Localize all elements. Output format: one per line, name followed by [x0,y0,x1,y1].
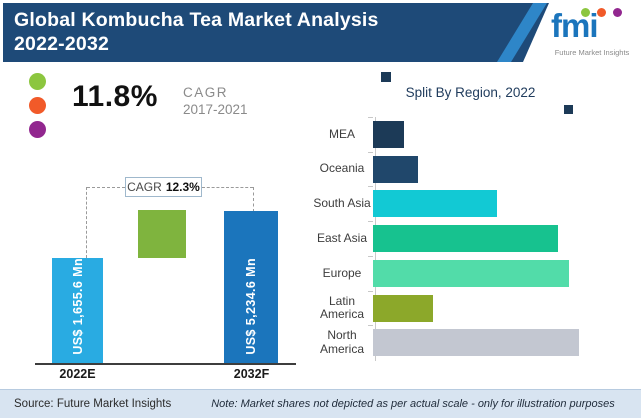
footer: Source: Future Market Insights Note: Mar… [0,389,641,418]
cagr-annotation-label: CAGR [127,180,162,194]
note-text: Note: Market shares not depicted as per … [211,398,615,410]
region-bar-cell [368,221,638,253]
dashed-connector [253,187,254,212]
kpi-dot-icon [29,73,46,90]
x-label-2022e: 2022E [59,367,96,381]
region-row: MEA [313,116,638,152]
bar-2022e-value-label: US$ 1,655.6 Mn [70,258,85,355]
region-row: Oceania [313,151,638,187]
source-text: Source: Future Market Insights [14,398,172,410]
region-bar-cell [368,325,638,357]
region-bar-cell [368,255,638,287]
region-bar [373,329,579,357]
decorative-green-square [138,210,186,258]
logo-balloon-icon [581,8,590,17]
kpi-period: 2017-2021 [183,102,248,117]
cagr-annotation: CAGR 12.3% [125,177,202,197]
region-label: Oceania [319,161,365,176]
region-row: South Asia [313,186,638,222]
region-label: Europe [322,265,362,280]
logo-tagline: Future Market Insights [554,48,630,57]
header: Global Kombucha Tea Market Analysis 2022… [3,3,641,62]
bar-2032f: US$ 5,234.6 Mn [224,211,278,363]
logo-balloon-icon [613,8,622,17]
logo-balloon-icon [597,8,606,17]
region-bar-cell [368,151,638,183]
logo-balloons [581,8,622,17]
bar-2022e: US$ 1,655.6 Mn [52,258,103,363]
region-bar [373,190,497,218]
fmi-logo: fmi [551,7,598,44]
page-title-line2: 2022-2032 [14,33,110,55]
page-title-line1: Global Kombucha Tea Market Analysis [14,9,379,31]
region-bar-cell [368,186,638,218]
region-row: Latin America [313,290,638,326]
region-bar-cell [368,290,638,322]
kpi-dot-icon [29,97,46,114]
dashed-connector [87,187,125,188]
region-bar [373,294,433,322]
region-row: East Asia [313,221,638,256]
x-label-2032f: 2032F [233,367,270,381]
page-title: Global Kombucha Tea Market Analysis 2022… [14,8,379,56]
dashed-connector [86,187,87,258]
kpi-value: 11.8% [72,80,158,113]
region-row: Europe [313,255,638,291]
region-label: North America [319,328,364,356]
decorative-square-icon [564,105,573,114]
region-row: North America [313,325,638,361]
x-axis-line [35,363,296,365]
region-bar [373,120,404,148]
region-label: East Asia [316,230,368,245]
region-label: Latin America [319,293,364,322]
region-bar [373,259,569,287]
bar-2032f-value-label: US$ 5,234.6 Mn [244,258,258,355]
cagr-annotation-value: 12.3% [165,180,200,194]
dashed-connector [202,187,253,188]
kpi-dots [29,73,46,138]
region-label: MEA [328,126,355,141]
kpi-dot-icon [29,121,46,138]
decorative-square-icon [381,72,391,82]
region-bar [373,155,418,183]
region-bar-cell [368,116,638,148]
region-rows: MEA Oceania South Asia East Asia Europe Latin… [313,116,638,361]
kpi-label: CAGR [183,85,229,100]
region-bar [373,225,558,253]
kpi-meta: CAGR 2017-2021 [183,84,248,118]
region-chart-title: Split By Region, 2022 [405,85,536,100]
region-label: South Asia [313,196,371,211]
